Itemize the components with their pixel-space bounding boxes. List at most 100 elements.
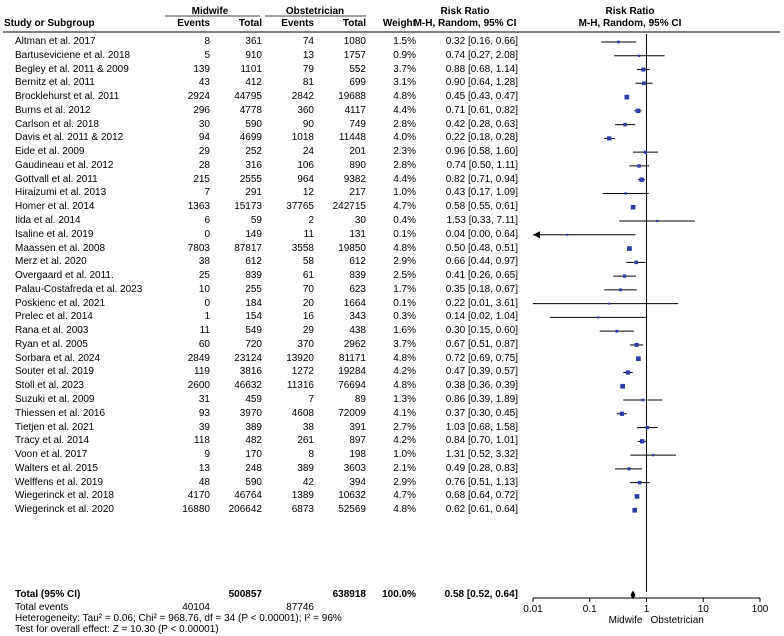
events2-value: 8	[308, 449, 314, 461]
weight-value: 4.0%	[393, 132, 416, 144]
total2-value: 4117	[344, 104, 366, 116]
total2-value: 612	[349, 256, 366, 268]
events2-value: 1272	[291, 366, 314, 378]
total1-value: 4778	[239, 104, 262, 116]
events1-value: 38	[198, 256, 210, 268]
total1-header: Total	[238, 18, 262, 29]
total2-value: 89	[354, 394, 366, 406]
events2-value: 360	[297, 104, 314, 116]
ci-arrow	[533, 231, 540, 239]
effect-marker	[615, 329, 619, 333]
total1-value: 248	[245, 462, 262, 474]
events1-value: 28	[198, 159, 210, 171]
study-name: Sorbara et al. 2024	[15, 352, 101, 364]
weight-value: 0.4%	[393, 215, 416, 226]
study-name: Wiegerinck et al. 2018	[15, 490, 114, 502]
events2-value: 389	[297, 462, 314, 474]
events1-value: 60	[198, 338, 210, 350]
weight-value: 4.1%	[393, 407, 416, 419]
ci-value: 0.22 [0.18, 0.28]	[445, 132, 518, 144]
weight-value: 4.8%	[393, 352, 416, 364]
weight-value: 2.7%	[393, 421, 416, 433]
study-name: Merz et al. 2020	[15, 256, 87, 268]
events1-value: 4170	[187, 490, 210, 502]
study-name: Stoll et al. 2023	[15, 380, 84, 392]
events1-value: 7	[204, 187, 210, 199]
effect-marker	[645, 425, 649, 430]
study-name: Homer et al. 2014	[15, 201, 95, 213]
risk-ratio-header-left: Risk Ratio	[440, 6, 490, 17]
total2-sum: 638918	[332, 589, 366, 600]
effect-marker	[619, 288, 623, 292]
events1-value: 48	[198, 476, 210, 488]
study-name: Carlson et al. 2018	[15, 118, 99, 130]
weight-value: 4.4%	[393, 104, 416, 116]
events1-value: 5	[204, 49, 210, 61]
events2-value: 13920	[286, 352, 314, 364]
ci-value: 0.04 [0.00, 0.64]	[445, 228, 518, 240]
events1-header: Events	[177, 18, 210, 29]
weight-value: 4.8%	[393, 380, 416, 392]
total2-value: 897	[349, 435, 366, 447]
events2-value: 1389	[291, 490, 314, 502]
total2-value: 343	[349, 311, 366, 323]
total1-value: 910	[245, 49, 262, 61]
weight-value: 2.1%	[393, 462, 416, 474]
events1-value: 1363	[187, 201, 210, 213]
study-name: Welffens et al. 2019	[15, 476, 104, 488]
effect-marker	[636, 356, 641, 362]
total1-value: 549	[245, 325, 262, 337]
effect-marker	[637, 54, 641, 57]
total1-value: 3970	[239, 407, 262, 419]
events1-value: 2924	[187, 91, 210, 103]
events2-value: 42	[302, 476, 314, 488]
events2-value: 90	[302, 118, 314, 130]
study-name: Prelec et al. 2014	[15, 311, 93, 323]
events2-value: 70	[302, 283, 314, 295]
events1-value: 296	[193, 104, 210, 116]
ci-value: 0.45 [0.43, 0.47]	[445, 91, 518, 103]
effect-marker	[620, 383, 625, 389]
total2-value: 391	[349, 421, 366, 433]
effect-marker	[643, 150, 648, 154]
weight-value: 4.2%	[393, 435, 416, 447]
events2-value: 61	[302, 270, 314, 282]
ci-value: 0.50 [0.48, 0.51]	[445, 242, 518, 254]
study-name: Gaudineau et al. 2012	[15, 159, 114, 171]
effect-marker	[622, 274, 627, 278]
total2-value: 19688	[338, 91, 366, 103]
events2-value: 24	[302, 146, 314, 158]
events2-value: 12	[302, 187, 314, 199]
effect-marker	[624, 94, 630, 100]
events2-value: 106	[297, 159, 314, 171]
ci-value: 1.53 [0.33, 7.11]	[446, 215, 518, 226]
events1-value: 13	[198, 462, 210, 474]
ci-value: 0.96 [0.58, 1.60]	[445, 146, 518, 158]
events1-value: 9	[204, 449, 210, 461]
total1-value: 252	[245, 146, 262, 158]
ci-value: 0.47 [0.39, 0.57]	[445, 366, 518, 378]
total1-value: 15173	[234, 201, 262, 213]
effect-marker	[634, 342, 639, 347]
events2-value: 370	[297, 338, 314, 350]
weight-value: 4.4%	[393, 173, 416, 185]
study-name: Brocklehurst et al. 2011	[15, 91, 120, 103]
events2-value: 58	[302, 256, 314, 268]
effect-marker	[634, 260, 639, 265]
study-name: Begley et al. 2011 & 2009	[15, 63, 129, 75]
weight-value: 0.9%	[393, 49, 416, 61]
events1-value: 7803	[187, 242, 210, 254]
total2-value: 552	[349, 63, 366, 75]
events2-value: 11316	[286, 380, 314, 392]
total2-value: 890	[349, 159, 366, 171]
ci-value: 0.74 [0.50, 1.11]	[446, 159, 518, 171]
effect-marker	[624, 192, 627, 195]
total2-value: 839	[349, 270, 366, 282]
method-header-right: M-H, Random, 95% CI	[578, 18, 682, 29]
total2-value: 242715	[332, 201, 366, 213]
x-tick-label: 0.01	[523, 604, 543, 615]
total2-value: 217	[349, 187, 366, 199]
weight-value: 1.0%	[393, 187, 416, 199]
weight-value: 0.1%	[393, 297, 416, 309]
events1-value: 0	[204, 297, 210, 309]
